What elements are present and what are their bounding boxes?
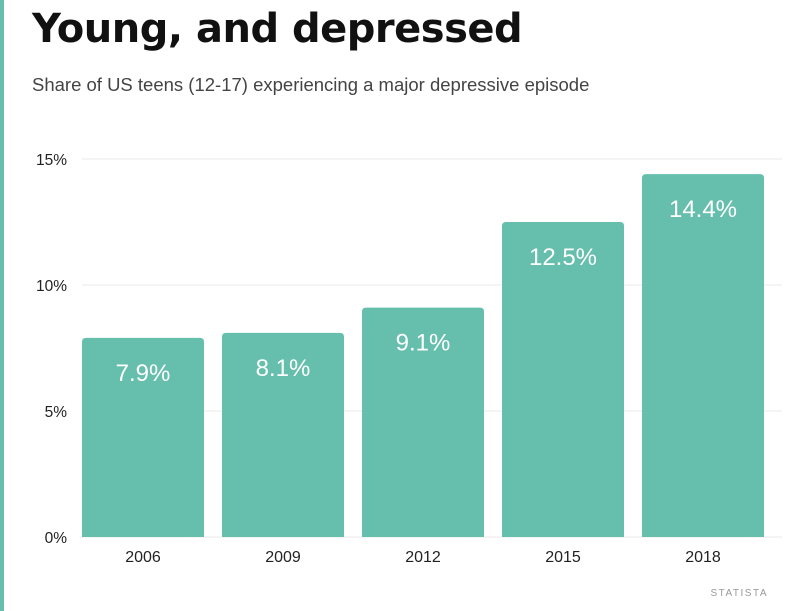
bar-data-label: 8.1% xyxy=(256,355,311,382)
y-tick-label: 15% xyxy=(36,152,67,169)
x-tick-label: 2012 xyxy=(405,549,441,566)
bar xyxy=(502,222,624,537)
bar-data-label: 14.4% xyxy=(669,196,737,223)
accent-bar xyxy=(0,0,4,611)
bar xyxy=(222,332,344,537)
bar-data-label: 7.9% xyxy=(116,360,171,387)
bar-data-label: 12.5% xyxy=(529,244,597,271)
chart-title: Young, and depressed xyxy=(32,6,523,52)
chart-subtitle: Share of US teens (12-17) experiencing a… xyxy=(32,74,590,95)
x-tick-label: 2018 xyxy=(685,549,721,566)
x-tick-label: 2006 xyxy=(125,549,161,566)
x-tick-label: 2009 xyxy=(265,549,301,566)
source-label: STATISTA xyxy=(710,588,768,599)
bar xyxy=(362,307,484,537)
x-tick-label: 2015 xyxy=(545,549,581,566)
bar xyxy=(82,337,204,537)
y-tick-label: 10% xyxy=(36,278,67,295)
y-tick-label: 5% xyxy=(45,404,68,421)
bar-data-label: 9.1% xyxy=(396,330,451,357)
bar xyxy=(642,174,764,537)
y-tick-label: 0% xyxy=(45,530,68,547)
